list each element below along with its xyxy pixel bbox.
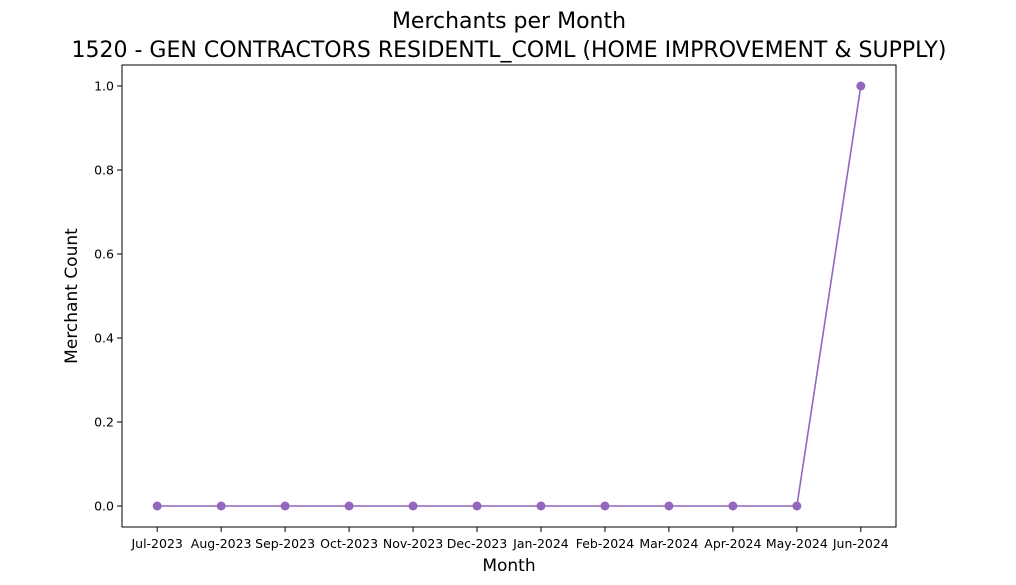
x-tick-label: Sep-2023: [255, 536, 315, 551]
x-tick-label: Aug-2023: [191, 536, 252, 551]
chart-subtitle: 1520 - GEN CONTRACTORS RESIDENTL_COML (H…: [72, 38, 947, 63]
y-tick-label: 1.0: [94, 79, 114, 94]
series-line: [152, 81, 866, 511]
chart-title: Merchants per Month: [392, 9, 626, 34]
data-point: [472, 501, 482, 511]
data-point: [152, 501, 162, 511]
data-point: [856, 81, 866, 91]
data-point: [664, 501, 674, 511]
x-tick-label: Jun-2024: [832, 536, 889, 551]
data-point: [728, 501, 738, 511]
data-point: [536, 501, 546, 511]
data-point: [600, 501, 610, 511]
x-tick-label: Apr-2024: [704, 536, 761, 551]
y-axis-label: Merchant Count: [62, 228, 82, 364]
y-tick-label: 0.2: [94, 415, 114, 430]
x-tick-label: Dec-2023: [447, 536, 508, 551]
series-polyline: [157, 85, 862, 507]
data-point: [344, 501, 354, 511]
x-axis: Jul-2023 Aug-2023 Sep-2023 Oct-2023 Nov-2023…: [130, 527, 889, 551]
x-tick-label: Feb-2024: [576, 536, 635, 551]
x-axis-label: Month: [482, 556, 535, 576]
data-point: [280, 501, 290, 511]
data-point: [792, 501, 802, 511]
x-tick-label: Jan-2024: [512, 536, 569, 551]
data-point: [408, 501, 418, 511]
y-axis: 0.0 0.2 0.4 0.6 0.8 1.0: [94, 79, 122, 514]
x-tick-label: Oct-2023: [320, 536, 378, 551]
y-tick-label: 0.0: [94, 499, 114, 514]
x-tick-label: Nov-2023: [383, 536, 443, 551]
y-tick-label: 0.4: [94, 331, 114, 346]
x-tick-label: Mar-2024: [639, 536, 698, 551]
y-tick-label: 0.8: [94, 163, 114, 178]
y-tick-label: 0.6: [94, 247, 114, 262]
data-point: [216, 501, 226, 511]
plot-area: [121, 64, 897, 528]
x-tick-label: Jul-2023: [130, 536, 182, 551]
x-tick-label: May-2024: [766, 536, 828, 551]
